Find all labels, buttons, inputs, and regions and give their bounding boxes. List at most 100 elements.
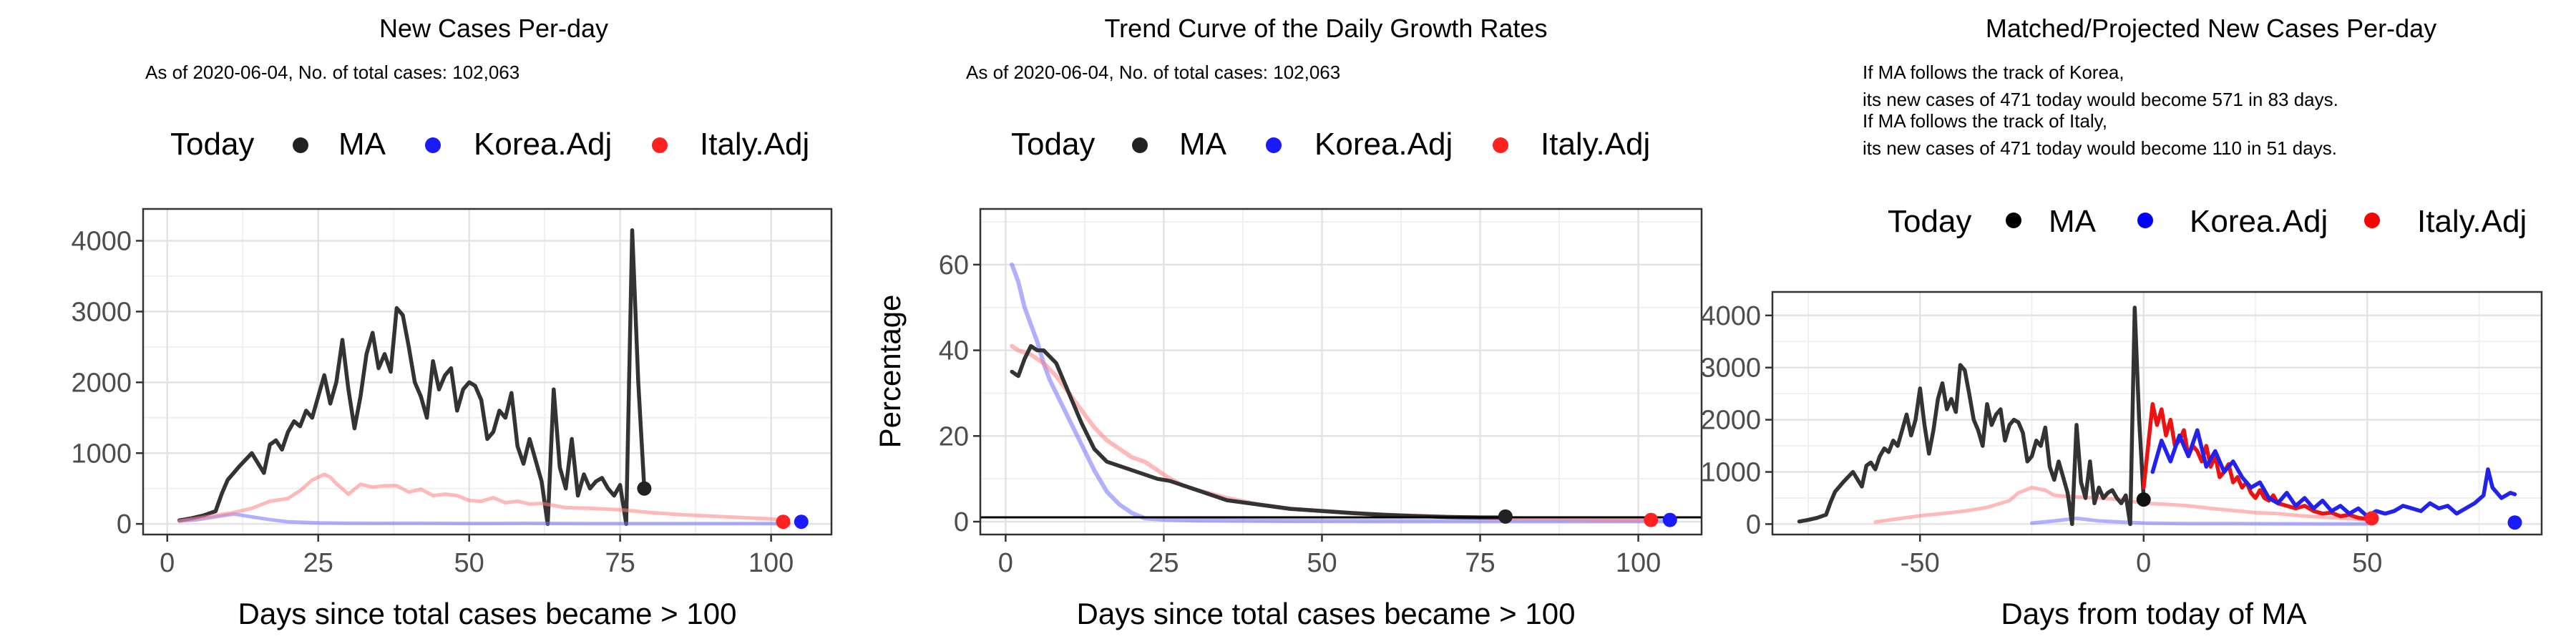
x-tick-label: 100 — [748, 548, 794, 578]
today-point-korea-adj — [794, 514, 809, 530]
annotation-line: If MA follows the track of Korea, — [1863, 62, 2124, 83]
chart-title: Matched/Projected New Cases Per-day — [1986, 14, 2436, 43]
annotation-line: If MA follows the track of Italy, — [1863, 110, 2107, 132]
today-points — [637, 481, 809, 530]
minor-gridlines — [143, 209, 831, 535]
series-lines — [177, 228, 791, 526]
today-points — [2136, 492, 2522, 530]
plot-border — [142, 208, 833, 536]
series-lines — [1010, 262, 1672, 524]
legend-label-italy: Italy.Adj — [2417, 204, 2527, 239]
legend-label-italy: Italy.Adj — [700, 127, 809, 162]
series-line-ma — [1010, 343, 1508, 519]
y-tick-label: 2000 — [1700, 406, 1761, 436]
x-tick-label: 25 — [1148, 548, 1179, 578]
major-gridlines — [980, 209, 1702, 535]
y-axis-ticks: 0 20 40 60 — [939, 250, 980, 537]
legend-label-korea: Korea.Adj — [1314, 127, 1453, 162]
panel-new-cases: New Cases Per-day As of 2020-06-04, No. … — [71, 14, 833, 630]
series-line-italy-adj — [177, 472, 785, 523]
x-tick-label: 25 — [303, 548, 333, 578]
x-axis-ticks: -50 0 50 — [1901, 535, 2382, 578]
legend-label-korea: Korea.Adj — [474, 127, 612, 162]
y-tick-label: 4000 — [1700, 301, 1761, 331]
annotation: If MA follows the track of Korea, its ne… — [1863, 62, 2338, 159]
x-axis-ticks: 0 25 50 75 100 — [998, 535, 1661, 578]
y-tick-label: 0 — [1746, 509, 1761, 540]
series-line-italy-adj-projected — [2142, 401, 2374, 521]
series-line-italy-adj-past — [1873, 485, 2369, 524]
series-line-korea-adj-past — [2030, 516, 2369, 526]
legend-marker-korea — [1266, 137, 1282, 153]
legend: Today MA Korea.Adj Italy.Adj — [170, 127, 809, 162]
today-point-korea-adj — [2507, 515, 2522, 530]
annotation-line: its new cases of 471 today would become … — [1863, 89, 2338, 110]
series-line-korea-adj-projected — [2150, 428, 2517, 519]
y-tick-label: 40 — [939, 336, 969, 366]
plot-area — [980, 208, 1702, 535]
today-point-italy-adj — [1644, 512, 1659, 527]
y-tick-label: 0 — [954, 507, 969, 537]
y-tick-label: 3000 — [1700, 353, 1761, 384]
legend-marker-ma — [2006, 213, 2021, 228]
chart-subtitle: As of 2020-06-04, No. of total cases: 10… — [145, 62, 519, 83]
minor-gridlines — [980, 209, 1702, 535]
y-tick-label: 3000 — [71, 297, 132, 327]
plot-area — [1772, 291, 2542, 535]
chart-title: New Cases Per-day — [379, 14, 608, 43]
x-tick-label: 0 — [998, 548, 1013, 578]
x-tick-label: 75 — [605, 548, 635, 578]
legend-marker-italy — [2364, 213, 2380, 228]
legend-marker-korea — [2137, 213, 2153, 228]
legend-marker-ma — [293, 137, 308, 153]
legend-marker-italy — [652, 137, 668, 153]
panel-projected: Matched/Projected New Cases Per-day If M… — [1700, 14, 2543, 630]
legend-label-ma: MA — [2049, 204, 2097, 239]
y-tick-label: 2000 — [71, 368, 132, 398]
legend: Today MA Korea.Adj Italy.Adj — [1011, 127, 1650, 162]
x-tick-label: -50 — [1901, 548, 1940, 578]
series-line-ma — [1797, 306, 2146, 527]
x-axis-title: Days since total cases became > 100 — [238, 597, 737, 630]
today-point-italy-adj — [2364, 511, 2379, 526]
y-tick-label: 60 — [939, 250, 969, 280]
x-tick-label: 75 — [1465, 548, 1495, 578]
minor-gridlines — [1772, 292, 2542, 535]
legend-title: Today — [1011, 127, 1095, 162]
series-lines — [1797, 306, 2517, 527]
x-tick-label: 50 — [454, 548, 484, 578]
x-axis-ticks: 0 25 50 75 100 — [160, 535, 794, 578]
legend: Today MA Korea.Adj Italy.Adj — [1888, 204, 2527, 239]
y-tick-label: 20 — [939, 421, 969, 452]
y-tick-label: 1000 — [1700, 458, 1761, 488]
y-axis-ticks: 0 1000 2000 3000 4000 — [71, 227, 143, 540]
today-point-ma — [637, 481, 652, 496]
x-tick-label: 0 — [2136, 548, 2151, 578]
plot-area — [142, 208, 832, 535]
x-tick-label: 0 — [160, 548, 175, 578]
series-line-ma — [177, 228, 647, 526]
x-axis-title: Days since total cases became > 100 — [1077, 597, 1576, 630]
legend-label-korea: Korea.Adj — [2190, 204, 2328, 239]
annotation-line: its new cases of 471 today would become … — [1863, 137, 2337, 159]
legend-marker-korea — [425, 137, 441, 153]
x-tick-label: 50 — [2352, 548, 2382, 578]
legend-label-ma: MA — [1179, 127, 1227, 162]
today-point-ma — [2136, 492, 2151, 507]
legend-marker-italy — [1493, 137, 1508, 153]
series-line-korea-adj — [1010, 262, 1672, 524]
legend-title: Today — [170, 127, 254, 162]
chart-subtitle: As of 2020-06-04, No. of total cases: 10… — [966, 62, 1340, 83]
today-point-korea-adj — [1662, 512, 1677, 527]
plot-border — [979, 208, 1703, 536]
y-tick-label: 1000 — [71, 439, 132, 469]
x-tick-label: 100 — [1616, 548, 1661, 578]
y-axis-ticks: 0 1000 2000 3000 4000 — [1700, 301, 1772, 540]
y-axis-title: Percentage — [873, 295, 907, 449]
today-points — [1498, 509, 1677, 527]
plot-border — [1771, 291, 2543, 536]
panel-growth-rate: Trend Curve of the Daily Growth Rates As… — [873, 14, 1703, 630]
x-tick-label: 50 — [1307, 548, 1337, 578]
legend-label-ma: MA — [338, 127, 386, 162]
